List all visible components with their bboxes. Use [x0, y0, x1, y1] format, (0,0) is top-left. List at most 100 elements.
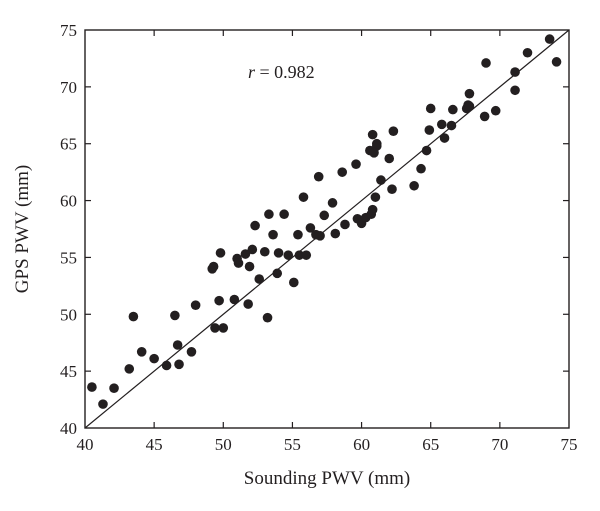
data-point	[479, 111, 490, 122]
data-point	[510, 67, 520, 77]
data-point	[446, 120, 457, 131]
y-tick-label: 60	[60, 192, 77, 211]
y-tick-label: 55	[60, 248, 77, 267]
data-point	[340, 219, 350, 230]
data-point	[254, 274, 265, 284]
data-point	[186, 347, 197, 357]
data-point	[425, 103, 436, 114]
data-point	[481, 58, 491, 68]
data-point	[218, 323, 229, 333]
x-tick-label: 45	[146, 435, 163, 454]
data-point	[367, 204, 378, 215]
data-point	[464, 101, 475, 111]
reference-line	[84, 29, 570, 429]
data-point	[87, 382, 97, 392]
data-point	[109, 383, 119, 394]
data-point	[464, 88, 475, 99]
data-point	[416, 163, 426, 174]
data-point	[128, 311, 139, 322]
data-point	[273, 248, 284, 258]
x-tick-label: 60	[353, 435, 370, 454]
data-point	[298, 192, 309, 202]
data-point	[98, 399, 108, 409]
data-point	[215, 248, 226, 258]
y-tick-label: 75	[60, 21, 77, 40]
y-tick-label: 65	[60, 135, 77, 154]
data-point	[229, 294, 240, 305]
data-point	[384, 153, 395, 164]
data-point	[243, 299, 253, 309]
y-tick-label: 50	[60, 305, 77, 324]
data-point	[551, 57, 562, 67]
y-axis-label: GPS PWV (mm)	[12, 165, 33, 293]
data-point	[337, 167, 348, 177]
data-point	[244, 261, 255, 272]
x-tick-label: 75	[561, 435, 578, 454]
data-point	[250, 220, 260, 231]
data-point	[136, 347, 147, 357]
y-tick-label: 70	[60, 78, 77, 97]
data-point	[208, 261, 219, 272]
data-point	[387, 184, 397, 194]
data-point	[279, 209, 289, 220]
data-point	[436, 119, 447, 130]
data-point	[272, 268, 283, 279]
x-tick-label: 50	[215, 435, 232, 454]
data-point	[124, 364, 135, 374]
data-point	[259, 246, 270, 257]
data-point	[172, 340, 183, 350]
data-point	[313, 171, 324, 182]
x-tick-label: 70	[491, 435, 508, 454]
plot-frame	[84, 29, 570, 429]
x-tick-label: 55	[284, 435, 301, 454]
data-point	[522, 47, 533, 58]
data-point	[283, 250, 294, 260]
data-point	[247, 244, 258, 255]
y-ticks: 40 45 50 55 60 65 70 75	[60, 21, 569, 438]
data-point	[421, 145, 432, 156]
data-point	[510, 85, 520, 96]
r-value: = 0.982	[255, 62, 315, 82]
data-point	[214, 295, 224, 306]
data-point	[210, 323, 220, 333]
data-point	[294, 250, 305, 260]
data-point	[293, 229, 303, 240]
data-point	[240, 249, 251, 259]
data-points	[87, 34, 562, 409]
data-point	[305, 223, 316, 233]
data-point	[490, 105, 501, 116]
data-point	[388, 126, 399, 137]
data-point	[439, 133, 450, 143]
data-point	[351, 159, 361, 169]
data-point	[262, 312, 273, 323]
data-point	[367, 129, 378, 140]
y-tick-label: 40	[60, 419, 77, 438]
r-symbol: r	[248, 62, 256, 82]
y-tick-label: 45	[60, 362, 77, 381]
data-point	[174, 359, 184, 370]
data-point	[330, 228, 341, 239]
x-ticks: 40 45 50 55 60 65 70 75	[77, 30, 578, 454]
data-point	[170, 310, 180, 321]
data-point	[149, 353, 159, 364]
data-point	[161, 360, 172, 371]
data-point	[448, 104, 458, 115]
data-point	[289, 277, 299, 288]
data-point	[376, 175, 386, 185]
data-point	[371, 138, 382, 149]
x-tick-label: 40	[77, 435, 94, 454]
data-point	[264, 209, 274, 220]
data-point	[370, 192, 381, 202]
data-point	[424, 125, 435, 135]
data-point	[327, 198, 338, 208]
x-axis-label: Sounding PWV (mm)	[244, 468, 410, 489]
data-point	[190, 300, 201, 310]
data-point	[233, 258, 244, 268]
x-tick-label: 65	[422, 435, 439, 454]
data-point	[301, 250, 312, 260]
data-point	[319, 210, 330, 221]
data-point	[315, 231, 325, 241]
data-point	[409, 180, 419, 191]
data-point	[544, 34, 555, 44]
